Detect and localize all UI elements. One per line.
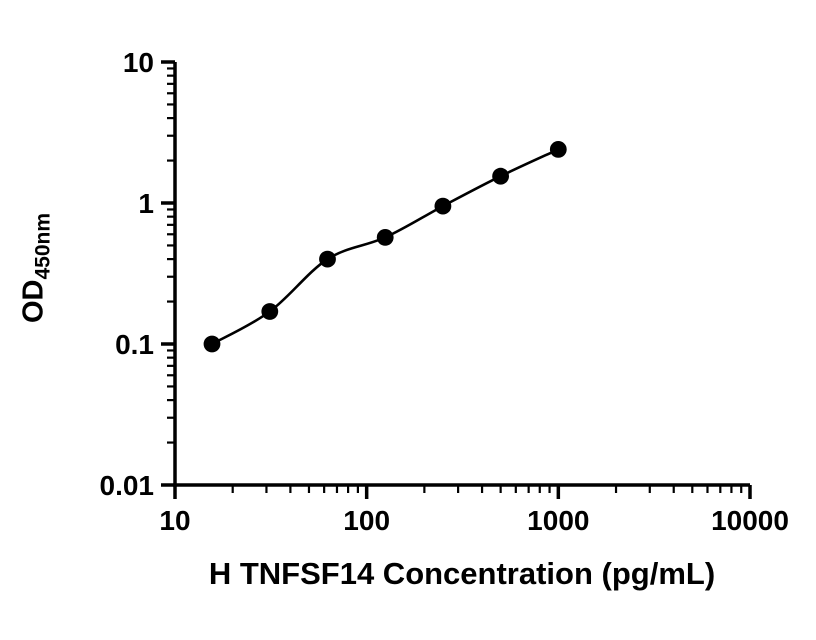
y-tick-label: 0.01	[100, 470, 155, 501]
data-point	[376, 229, 394, 246]
y-axis-title: OD450nm	[17, 213, 55, 324]
data-point	[549, 141, 567, 158]
data-point	[261, 303, 279, 320]
x-axis-title: H TNFSF14 Concentration (pg/mL)	[208, 556, 716, 591]
data-point	[434, 197, 452, 215]
y-tick-label: 1	[138, 188, 154, 219]
data-point	[492, 167, 509, 185]
y-axis-title-subscript: 450nm	[31, 212, 55, 280]
y-tick-label: 0.1	[115, 329, 154, 360]
x-tick-label: 100	[343, 505, 390, 536]
data-point	[203, 335, 221, 353]
y-axis-title-main: OD	[17, 279, 50, 324]
x-tick-label: 10	[159, 505, 190, 536]
x-tick-label: 1000	[527, 505, 589, 536]
data-point	[319, 250, 336, 268]
x-tick-label: 10000	[711, 505, 789, 536]
y-tick-label: 10	[123, 47, 154, 78]
